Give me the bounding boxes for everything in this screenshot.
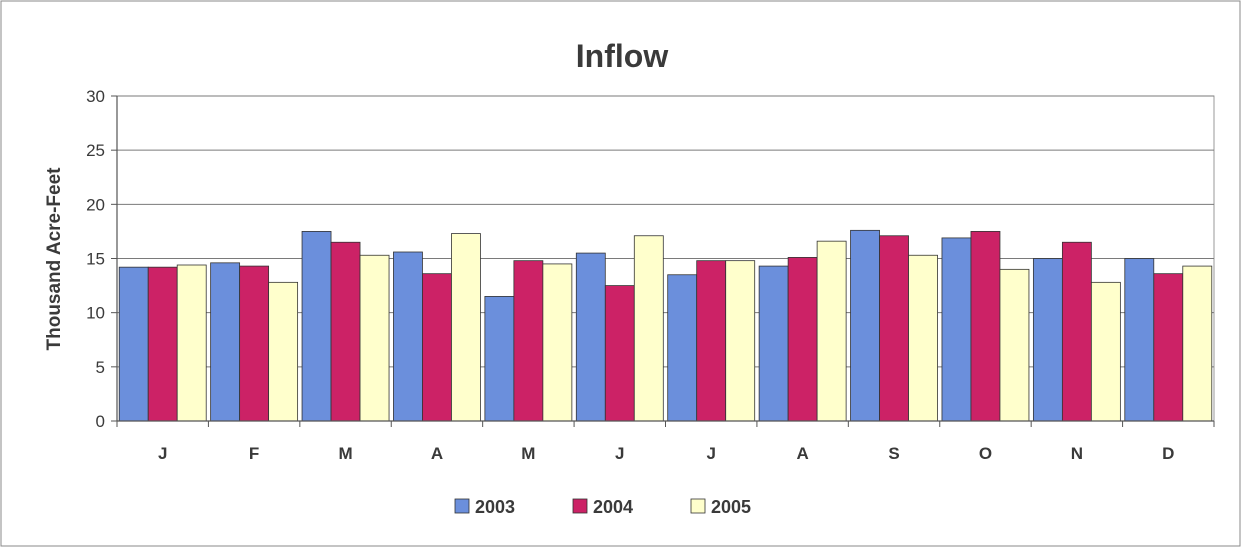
bar-2003-9 <box>941 237 972 422</box>
bar-2003-3 <box>393 251 423 422</box>
y-axis-label: Thousand Acre-Feet <box>44 167 65 351</box>
bar-2005-9 <box>999 268 1030 422</box>
x-tick-label: A <box>796 444 808 463</box>
bar-2004-6 <box>696 260 727 422</box>
bar-2004-4 <box>513 260 544 422</box>
bar-2004-3 <box>422 273 452 422</box>
bar-2003-7 <box>758 265 789 422</box>
x-tick-label: J <box>615 444 624 463</box>
legend-swatch-2003 <box>454 498 470 514</box>
y-tick-label: 15 <box>86 250 105 269</box>
x-tick-label: F <box>249 444 259 463</box>
bar-2003-6 <box>667 274 698 422</box>
x-tick-label: O <box>979 444 992 463</box>
y-tick-label: 20 <box>86 195 105 214</box>
y-tick-label: 25 <box>86 141 105 160</box>
legend-label-2003: 2003 <box>475 497 515 517</box>
x-tick-label: A <box>431 444 443 463</box>
bar-2003-11 <box>1124 258 1155 422</box>
bar-2004-5 <box>604 285 635 422</box>
bars <box>118 229 1213 422</box>
legend-swatch-2004 <box>572 498 588 514</box>
x-tick-label: J <box>158 444 167 463</box>
bar-2005-10 <box>1090 281 1121 422</box>
bar-2003-4 <box>484 296 515 422</box>
bar-2004-0 <box>147 266 178 422</box>
legend-swatch-2005 <box>690 498 706 514</box>
y-tick-label: 10 <box>86 304 105 323</box>
bar-2005-8 <box>908 254 938 422</box>
bar-2005-6 <box>725 260 756 422</box>
bar-2003-2 <box>301 231 332 422</box>
bar-2004-2 <box>330 241 361 422</box>
bar-2004-7 <box>787 257 818 422</box>
x-tick-label: J <box>706 444 715 463</box>
bar-2003-1 <box>210 262 241 422</box>
legend-label-2004: 2004 <box>593 497 633 517</box>
bar-2004-1 <box>239 265 270 422</box>
x-tick-label: M <box>521 444 535 463</box>
legend-label-2005: 2005 <box>711 497 751 517</box>
bar-2005-0 <box>176 264 207 422</box>
bar-2004-9 <box>970 231 1001 422</box>
bar-2005-1 <box>268 281 299 422</box>
x-tick-label: M <box>338 444 352 463</box>
bar-2003-8 <box>850 229 880 422</box>
bar-2004-10 <box>1061 241 1092 422</box>
bar-2003-10 <box>1032 258 1063 422</box>
x-tick-label: D <box>1162 444 1174 463</box>
y-tick-label: 0 <box>96 412 105 431</box>
bar-2004-8 <box>879 235 909 422</box>
bar-2005-3 <box>451 233 481 422</box>
bar-2005-7 <box>816 240 847 422</box>
bar-2005-11 <box>1182 265 1213 422</box>
x-tick-label: S <box>888 444 899 463</box>
bar-2004-11 <box>1153 273 1184 422</box>
chart-title: Inflow <box>576 38 669 74</box>
bar-2005-4 <box>542 263 573 422</box>
axes: 0 5 10 15 20 25 30 J F M A M J J A S O N D <box>86 87 1215 463</box>
x-tick-label: N <box>1071 444 1083 463</box>
bar-2005-2 <box>359 254 390 422</box>
bar-2005-5 <box>633 235 664 422</box>
y-tick-label: 30 <box>86 87 105 106</box>
bar-2003-5 <box>575 252 606 422</box>
legend: 2003 2004 2005 <box>454 497 751 517</box>
bar-2003-0 <box>118 266 149 422</box>
y-tick-label: 5 <box>96 358 105 377</box>
